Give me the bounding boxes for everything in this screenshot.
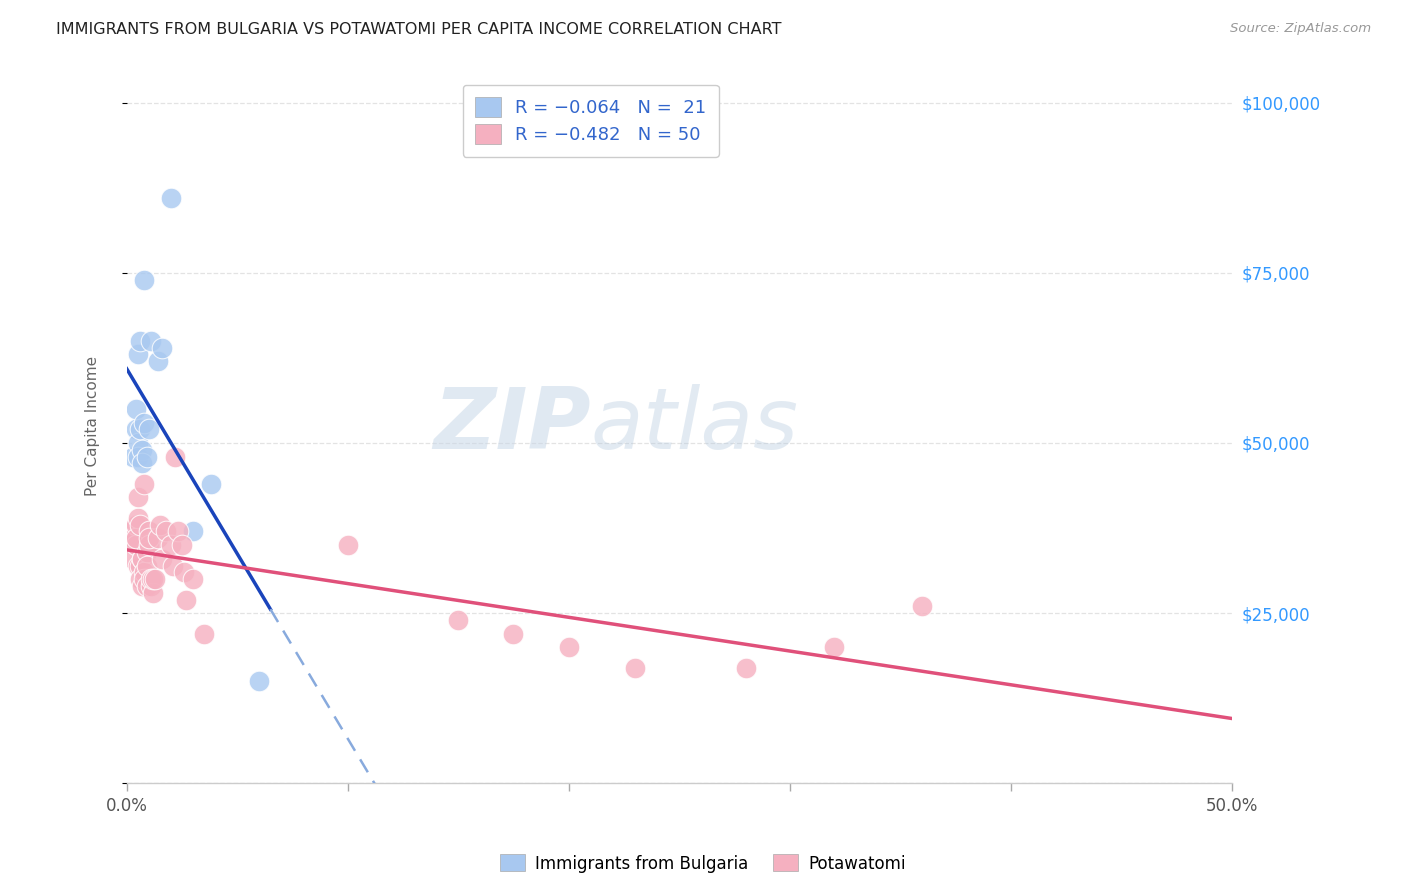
Point <box>134 416 156 430</box>
Point <box>138 538 160 552</box>
Point <box>447 613 470 627</box>
Point <box>127 347 149 361</box>
Legend: Immigrants from Bulgaria, Potawatomi: Immigrants from Bulgaria, Potawatomi <box>494 847 912 880</box>
Point <box>122 531 145 545</box>
Point <box>181 572 204 586</box>
Point <box>127 558 149 573</box>
Point <box>122 450 145 464</box>
Point <box>146 354 169 368</box>
Point <box>558 640 581 655</box>
Point <box>129 422 152 436</box>
Point <box>138 422 160 436</box>
Point <box>131 442 153 457</box>
Point <box>139 572 162 586</box>
Point <box>120 524 142 539</box>
Point <box>200 476 222 491</box>
Point <box>138 531 160 545</box>
Point <box>142 572 165 586</box>
Point <box>823 640 845 655</box>
Point <box>502 626 524 640</box>
Point <box>150 341 173 355</box>
Point <box>129 572 152 586</box>
Point <box>734 660 756 674</box>
Point <box>124 401 146 416</box>
Point <box>160 538 183 552</box>
Point <box>131 551 153 566</box>
Point <box>166 524 188 539</box>
Point <box>146 531 169 545</box>
Point <box>134 272 156 286</box>
Point <box>155 524 177 539</box>
Point <box>181 524 204 539</box>
Point <box>124 422 146 436</box>
Point <box>911 599 934 614</box>
Point <box>176 592 198 607</box>
Point <box>149 517 172 532</box>
Point <box>135 579 157 593</box>
Text: IMMIGRANTS FROM BULGARIA VS POTAWATOMI PER CAPITA INCOME CORRELATION CHART: IMMIGRANTS FROM BULGARIA VS POTAWATOMI P… <box>56 22 782 37</box>
Point <box>193 626 215 640</box>
Y-axis label: Per Capita Income: Per Capita Income <box>86 356 100 496</box>
Text: atlas: atlas <box>591 384 799 467</box>
Point <box>124 531 146 545</box>
Point <box>145 572 167 586</box>
Point <box>127 450 149 464</box>
Point <box>138 524 160 539</box>
Point <box>134 476 156 491</box>
Point <box>124 538 146 552</box>
Point <box>336 538 359 552</box>
Text: Source: ZipAtlas.com: Source: ZipAtlas.com <box>1230 22 1371 36</box>
Point <box>135 450 157 464</box>
Point <box>127 511 149 525</box>
Point <box>122 551 145 566</box>
Point <box>129 558 152 573</box>
Point <box>142 586 165 600</box>
Point <box>247 674 270 689</box>
Point <box>139 334 162 348</box>
Point <box>170 538 193 552</box>
Point <box>162 558 184 573</box>
Point <box>129 517 152 532</box>
Text: ZIP: ZIP <box>433 384 591 467</box>
Point <box>127 436 149 450</box>
Legend: R = −0.064   N =  21, R = −0.482   N = 50: R = −0.064 N = 21, R = −0.482 N = 50 <box>463 85 718 157</box>
Point <box>134 572 156 586</box>
Point <box>131 579 153 593</box>
Point <box>134 566 156 580</box>
Point <box>131 551 153 566</box>
Point <box>135 558 157 573</box>
Point <box>129 334 152 348</box>
Point <box>135 545 157 559</box>
Point <box>624 660 647 674</box>
Point <box>165 450 187 464</box>
Point <box>127 491 149 505</box>
Point <box>139 579 162 593</box>
Point <box>150 551 173 566</box>
Point <box>173 566 195 580</box>
Point <box>131 456 153 470</box>
Point <box>160 191 183 205</box>
Point <box>124 517 146 532</box>
